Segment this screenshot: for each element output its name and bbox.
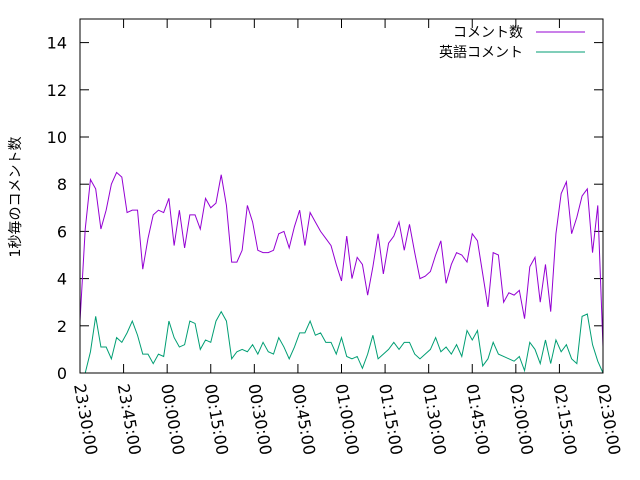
y-tick-label: 12: [47, 81, 67, 100]
x-tick-label: 23:45:00: [114, 382, 145, 456]
x-tick-label: 23:30:00: [70, 382, 101, 456]
ticks-layer: [79, 19, 604, 374]
y-tick-label: 8: [57, 175, 67, 194]
x-tick-label: 02:15:00: [549, 382, 580, 456]
plot-frame: [79, 18, 604, 374]
x-tick-label: 00:45:00: [288, 382, 319, 456]
y-tick-label: 10: [47, 128, 67, 147]
y-tick-label: 4: [57, 270, 67, 289]
legend-label-1: 英語コメント: [439, 44, 523, 61]
legend-label-0: コメント数: [453, 25, 523, 41]
x-tick-label: 01:30:00: [419, 382, 450, 456]
x-tick-label: 02:00:00: [506, 382, 537, 456]
x-tick-label: 01:15:00: [375, 382, 406, 456]
x-tick-label: 00:30:00: [244, 382, 275, 456]
series-line-0: [79, 171, 604, 348]
x-tick-label: 02:30:00: [593, 382, 624, 456]
series-layer: [79, 171, 604, 374]
y-tick-label: 14: [47, 34, 67, 53]
x-tick-label: 00:15:00: [201, 382, 232, 456]
y-axis-title: 1秒毎のコメント数: [8, 137, 24, 258]
series-line-1: [80, 310, 604, 374]
labels-layer: 0 2 4 6 8 10 12 14 23:30:00 23:45:00 00:00:00 00:15…: [47, 34, 625, 457]
y-tick-label: 0: [57, 364, 67, 383]
x-tick-label: 01:00:00: [332, 382, 363, 456]
y-tick-label: 6: [57, 222, 67, 241]
x-tick-label: 01:45:00: [462, 382, 493, 456]
x-tick-label: 00:00:00: [157, 382, 188, 456]
y-tick-label: 2: [57, 317, 67, 336]
